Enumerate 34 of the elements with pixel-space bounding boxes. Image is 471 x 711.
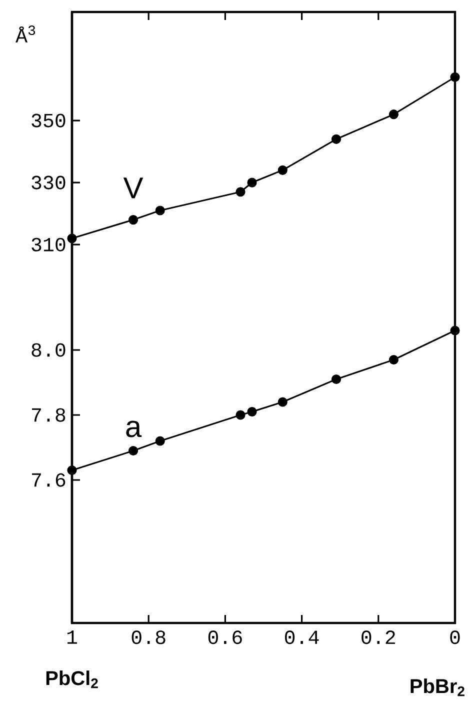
text: PbCl$_{2}$ xyxy=(46,670,98,688)
point xyxy=(278,165,288,175)
point xyxy=(236,187,246,197)
x-tick-label: 0 xyxy=(450,630,460,644)
y-axis-title: Å$^{3}$ xyxy=(16,26,36,42)
text: PbBr$_{2}$ xyxy=(410,678,464,696)
series-label: a xyxy=(126,420,142,438)
point xyxy=(450,326,460,336)
point xyxy=(155,206,165,216)
point xyxy=(388,110,399,120)
x-tick-label: 0.6 xyxy=(208,630,242,644)
point xyxy=(128,446,138,456)
point xyxy=(236,410,246,420)
point xyxy=(450,72,460,82)
point xyxy=(278,397,288,407)
point xyxy=(247,178,257,188)
y-tick-label: 350 xyxy=(32,114,66,128)
y2-tick-label: 7.6 xyxy=(32,473,66,487)
point xyxy=(128,214,138,225)
series-label: V xyxy=(123,178,144,198)
point xyxy=(155,436,165,446)
y-tick-label: 330 xyxy=(32,176,66,190)
x-tick-label: 0.4 xyxy=(285,630,319,644)
point xyxy=(67,465,77,476)
point xyxy=(331,374,342,384)
point xyxy=(247,406,257,417)
y-tick-label: 310 xyxy=(32,238,66,252)
point xyxy=(331,134,342,144)
x-tick-label: 0.2 xyxy=(362,630,395,644)
point xyxy=(388,354,399,365)
x-tick-label: 0.8 xyxy=(132,630,166,644)
y2-tick-label: 7.8 xyxy=(32,408,66,422)
x-tick-label: 1 xyxy=(67,630,78,644)
y2-tick-label: 8.0 xyxy=(32,343,66,357)
